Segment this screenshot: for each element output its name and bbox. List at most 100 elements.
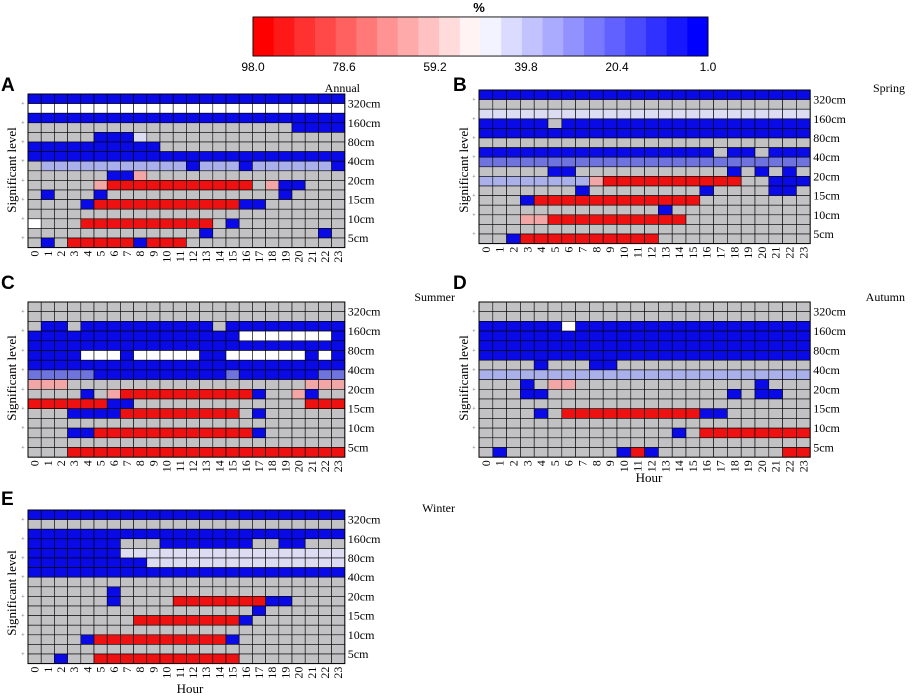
heatmap-cell	[120, 519, 134, 530]
heatmap-cell	[133, 208, 148, 220]
heatmap-cell	[252, 408, 266, 419]
heatmap-cell	[212, 398, 227, 409]
heatmap-cell	[575, 408, 590, 419]
heatmap-cell	[278, 218, 293, 229]
heatmap-cell	[506, 176, 521, 187]
heatmap-cell	[768, 350, 783, 361]
heatmap-cell	[506, 379, 521, 390]
heatmap-cell	[225, 160, 240, 172]
heatmap-cell	[186, 112, 200, 124]
heatmap-cell	[331, 427, 346, 439]
hour-label: 7	[120, 251, 134, 257]
heatmap-cell	[533, 204, 549, 216]
heatmap-cell	[644, 128, 659, 139]
heatmap-cell	[172, 189, 187, 200]
heatmap-cell	[40, 228, 55, 239]
heatmap-cell	[106, 605, 121, 616]
heatmap-cell	[740, 128, 756, 139]
heatmap-cell	[265, 548, 280, 559]
heatmap-cell	[186, 379, 200, 390]
heatmap-cell	[93, 418, 108, 429]
heatmap-cell	[291, 350, 306, 361]
sig-marker: +	[472, 407, 476, 413]
heatmap-cell	[186, 228, 200, 239]
heatmap-cell	[644, 330, 659, 342]
heatmap-cell	[685, 108, 701, 120]
heatmap-cell	[278, 112, 293, 124]
heatmap-cell	[575, 99, 590, 110]
heatmap-cell	[589, 176, 604, 187]
heatmap-cell	[54, 330, 68, 342]
colorbar-step	[542, 17, 564, 56]
heatmap-cell	[252, 189, 266, 200]
heatmap-cell	[478, 418, 494, 429]
heatmap-cell	[67, 350, 82, 361]
heatmap-cell	[172, 199, 187, 210]
heatmap-cell	[265, 141, 280, 152]
heatmap-cell	[520, 147, 535, 158]
heatmap-cell	[331, 112, 346, 124]
heatmap-cell	[186, 437, 200, 448]
heatmap-cell	[291, 160, 306, 172]
level-label: 40cm	[348, 570, 375, 584]
heatmap-cell	[146, 311, 161, 322]
heatmap-cell	[120, 624, 134, 636]
heatmap-cell	[106, 548, 121, 559]
heatmap-cell	[265, 644, 280, 655]
heatmap-cell	[54, 427, 68, 439]
heatmap-cell	[40, 538, 55, 549]
heatmap-cell	[630, 388, 645, 400]
hour-label: 2	[54, 667, 68, 673]
heatmap-cell	[238, 321, 253, 332]
sig-marker: +	[21, 368, 25, 374]
heatmap-cell	[768, 233, 783, 244]
heatmap-cell	[506, 311, 521, 322]
heatmap-cell	[318, 301, 332, 312]
heatmap-cell	[685, 118, 701, 129]
heatmap-cell	[159, 576, 174, 588]
heatmap-cell	[754, 156, 770, 168]
heatmap-cell	[658, 350, 673, 361]
sig-marker: +	[21, 140, 25, 146]
heatmap-cell	[318, 321, 332, 332]
heatmap-cell	[291, 379, 306, 390]
heatmap-cell	[671, 195, 687, 206]
heatmap-cell	[238, 557, 253, 568]
heatmap-cell	[616, 418, 632, 429]
heatmap-cell	[768, 224, 783, 235]
heatmap-cell	[671, 166, 687, 177]
sig-marker: +	[472, 310, 476, 316]
heatmap-cell	[54, 208, 68, 220]
heatmap-cell	[54, 379, 68, 390]
heatmap-cell	[331, 567, 346, 578]
level-label: 80cm	[348, 135, 375, 149]
heatmap-cell	[93, 199, 108, 210]
heatmap-cell	[492, 233, 507, 244]
hour-label: 6	[562, 460, 576, 466]
sig-marker: +	[472, 329, 476, 335]
heatmap-cell	[172, 359, 187, 371]
heatmap-cell	[699, 166, 714, 177]
heatmap-cell	[67, 311, 82, 322]
heatmap-cell	[575, 330, 590, 342]
heatmap-cell	[602, 447, 618, 458]
heatmap-cell	[212, 576, 227, 588]
heatmap-cell	[616, 99, 632, 110]
heatmap-cell	[533, 214, 549, 225]
heatmap-cell	[159, 340, 174, 351]
colorbar-tick-label: 59.2	[423, 60, 447, 74]
heatmap-cell	[782, 388, 797, 400]
level-label: 15cm	[348, 193, 375, 207]
heatmap-cell	[40, 180, 55, 191]
heatmap-cell	[146, 576, 161, 588]
heatmap-cell	[478, 185, 494, 196]
colorbar-step	[604, 17, 626, 56]
heatmap-cell	[547, 369, 563, 380]
heatmap-cell	[106, 340, 121, 351]
heatmap-cell	[699, 204, 714, 216]
heatmap-cell	[225, 199, 240, 210]
heatmap-cell	[278, 237, 293, 248]
heatmap-cell	[492, 398, 507, 409]
heatmap-cell	[120, 170, 134, 181]
heatmap-cell	[252, 199, 266, 210]
